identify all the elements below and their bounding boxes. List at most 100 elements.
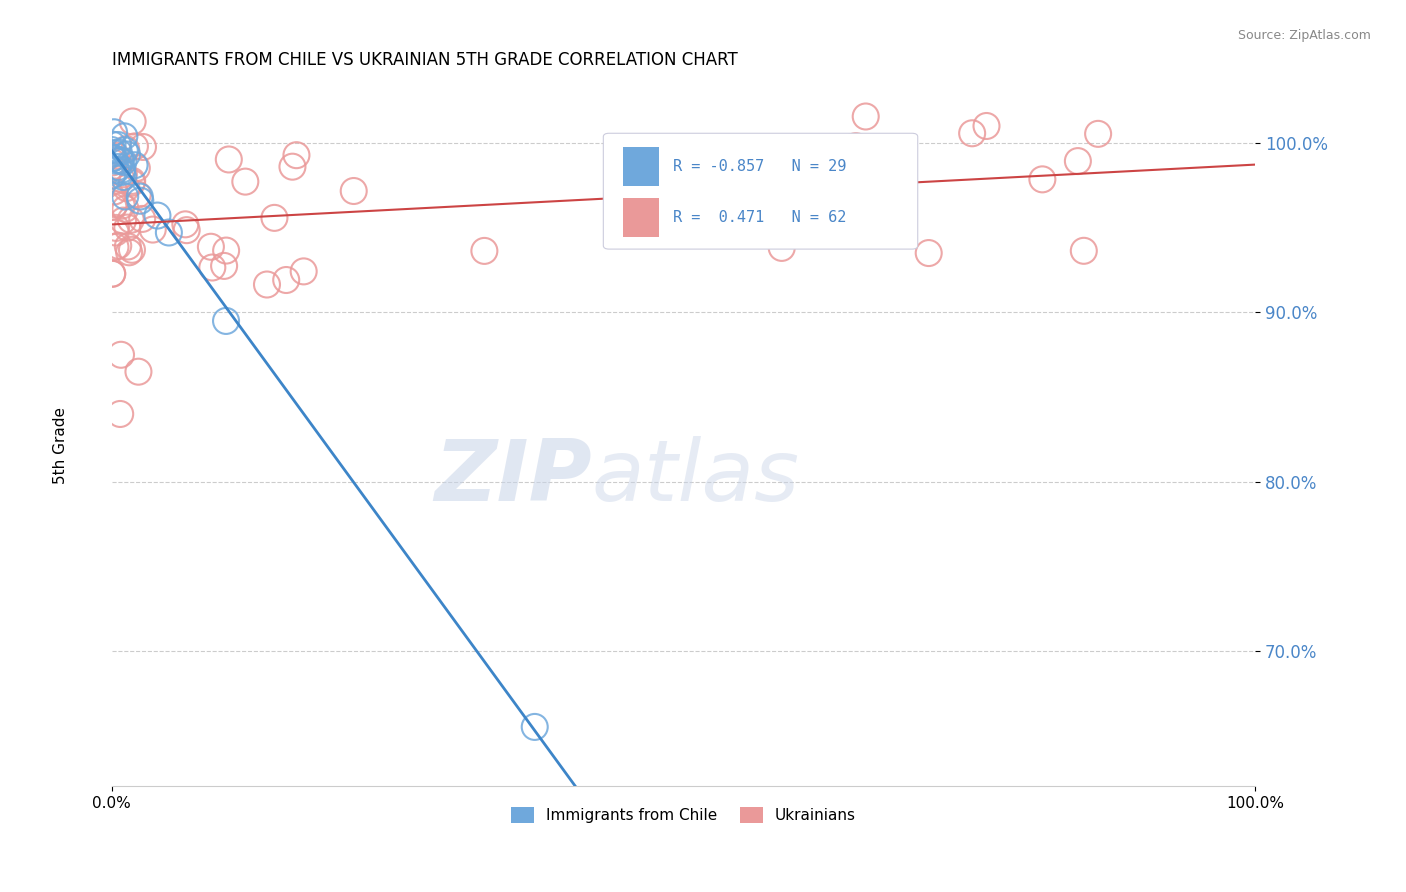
Point — [176, 223, 198, 237]
Point — [112, 155, 135, 169]
Legend: Immigrants from Chile, Ukrainians: Immigrants from Chile, Ukrainians — [505, 801, 862, 829]
Text: atlas: atlas — [592, 436, 800, 519]
Point — [201, 260, 224, 275]
Point — [121, 176, 143, 190]
Point — [111, 199, 134, 213]
Text: ZIP: ZIP — [434, 436, 592, 519]
Point — [114, 143, 136, 157]
Point — [112, 169, 135, 184]
Point — [107, 160, 129, 174]
Point — [112, 167, 135, 181]
Point — [117, 220, 139, 235]
Point — [103, 125, 125, 139]
Point — [281, 160, 304, 174]
Point — [110, 153, 132, 168]
Point — [276, 273, 298, 287]
Point — [120, 212, 142, 227]
Point — [256, 277, 278, 292]
Point — [127, 365, 149, 379]
Point — [285, 148, 308, 162]
Point — [115, 147, 138, 161]
Point — [523, 720, 546, 734]
Point — [128, 189, 150, 203]
Point — [292, 264, 315, 278]
Point — [110, 171, 132, 186]
Point — [107, 138, 129, 153]
Point — [129, 194, 152, 208]
Point — [104, 197, 127, 211]
Point — [104, 226, 127, 240]
Point — [111, 213, 134, 227]
Point — [103, 200, 125, 214]
Point — [101, 137, 124, 152]
Point — [174, 218, 197, 232]
Point — [960, 126, 983, 140]
Text: R =  0.471   N = 62: R = 0.471 N = 62 — [673, 210, 846, 225]
Point — [212, 259, 235, 273]
Point — [112, 129, 135, 144]
Point — [976, 119, 998, 133]
Point — [218, 153, 240, 167]
Point — [474, 244, 496, 258]
Point — [845, 139, 868, 153]
Point — [131, 211, 153, 226]
Point — [101, 169, 124, 183]
Point — [125, 161, 148, 175]
Point — [100, 143, 122, 157]
Point — [101, 267, 124, 281]
Point — [115, 181, 138, 195]
Point — [855, 110, 877, 124]
Point — [215, 314, 238, 328]
Point — [121, 114, 143, 128]
Text: R = -0.857   N = 29: R = -0.857 N = 29 — [673, 159, 846, 174]
Point — [114, 189, 136, 203]
Point — [105, 149, 128, 163]
Point — [104, 240, 127, 254]
Point — [785, 203, 807, 218]
Point — [103, 146, 125, 161]
Point — [121, 174, 143, 188]
Point — [121, 243, 143, 257]
Point — [110, 153, 132, 168]
Point — [1087, 127, 1109, 141]
Point — [146, 209, 169, 223]
Point — [1067, 154, 1090, 169]
Point — [101, 267, 124, 281]
Point — [111, 162, 134, 177]
Point — [118, 245, 141, 260]
Point — [343, 184, 366, 198]
Point — [107, 239, 129, 253]
Point — [770, 241, 793, 255]
Point — [127, 187, 149, 202]
Point — [200, 240, 222, 254]
Point — [142, 222, 165, 236]
Point — [132, 140, 155, 154]
Point — [114, 202, 136, 216]
FancyBboxPatch shape — [623, 198, 659, 236]
Point — [110, 348, 132, 362]
Point — [104, 163, 127, 178]
Point — [157, 226, 180, 240]
Point — [124, 158, 146, 172]
Point — [108, 407, 131, 421]
Point — [1073, 244, 1095, 258]
Point — [215, 244, 238, 258]
Point — [1031, 172, 1053, 186]
Point — [101, 152, 124, 166]
Text: Source: ZipAtlas.com: Source: ZipAtlas.com — [1237, 29, 1371, 43]
Point — [124, 139, 146, 153]
Point — [103, 185, 125, 199]
Point — [918, 246, 941, 260]
Text: 5th Grade: 5th Grade — [53, 408, 69, 484]
Point — [233, 175, 256, 189]
Point — [101, 155, 124, 169]
FancyBboxPatch shape — [623, 147, 659, 186]
Point — [103, 151, 125, 165]
Point — [108, 145, 131, 160]
Text: IMMIGRANTS FROM CHILE VS UKRAINIAN 5TH GRADE CORRELATION CHART: IMMIGRANTS FROM CHILE VS UKRAINIAN 5TH G… — [111, 51, 738, 69]
Point — [104, 153, 127, 168]
FancyBboxPatch shape — [603, 133, 918, 249]
Point — [263, 211, 285, 225]
Point — [111, 165, 134, 179]
Point — [115, 142, 138, 156]
